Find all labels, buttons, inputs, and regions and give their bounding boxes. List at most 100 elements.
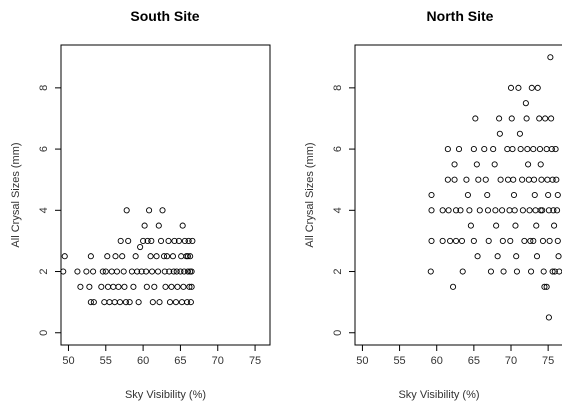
data-point bbox=[144, 237, 151, 244]
data-point bbox=[177, 268, 184, 275]
data-point bbox=[187, 268, 194, 275]
data-point bbox=[116, 299, 124, 306]
data-point bbox=[174, 283, 181, 290]
data-point bbox=[119, 253, 126, 260]
data-point bbox=[485, 237, 492, 244]
data-point bbox=[447, 237, 454, 244]
data-point bbox=[104, 253, 111, 260]
data-point bbox=[470, 237, 477, 244]
data-point bbox=[161, 268, 168, 275]
data-point bbox=[463, 176, 470, 183]
plot-frame bbox=[60, 44, 271, 346]
data-point bbox=[132, 253, 139, 260]
x-tick-label: 50 bbox=[356, 355, 368, 367]
data-point bbox=[87, 253, 94, 260]
x-tick-label: 65 bbox=[174, 355, 186, 367]
data-point bbox=[104, 283, 112, 290]
data-point bbox=[487, 268, 494, 275]
x-tick-label: 75 bbox=[542, 355, 554, 367]
data-point bbox=[512, 222, 519, 229]
data-point bbox=[554, 237, 561, 244]
data-point bbox=[156, 299, 163, 306]
data-point bbox=[504, 146, 511, 153]
data-point bbox=[493, 222, 500, 229]
data-point bbox=[125, 237, 132, 244]
data-point bbox=[545, 207, 552, 214]
data-point bbox=[121, 283, 128, 290]
data-point bbox=[166, 299, 174, 306]
data-point bbox=[481, 146, 488, 153]
data-point bbox=[155, 222, 162, 229]
data-point bbox=[484, 207, 492, 214]
x-axis-label: Sky Visibility (%) bbox=[398, 389, 479, 401]
data-point bbox=[178, 299, 185, 306]
data-point bbox=[110, 283, 117, 290]
data-point bbox=[527, 237, 534, 244]
data-point bbox=[537, 161, 544, 168]
data-point bbox=[532, 207, 539, 214]
data-point bbox=[530, 176, 538, 183]
y-tick-label: 4 bbox=[332, 207, 344, 213]
data-point bbox=[154, 268, 162, 275]
data-point bbox=[178, 253, 185, 260]
data-point bbox=[179, 222, 186, 229]
data-points bbox=[427, 54, 562, 321]
data-point bbox=[445, 207, 452, 214]
y-axis-label: All Crysal Sizes (mm) bbox=[10, 142, 22, 247]
data-point bbox=[184, 253, 191, 260]
x-tick-label: 70 bbox=[212, 355, 224, 367]
data-point bbox=[543, 283, 550, 290]
data-point bbox=[515, 84, 522, 91]
data-point bbox=[173, 268, 180, 275]
data-point bbox=[530, 146, 537, 153]
y-tick-label: 0 bbox=[332, 330, 344, 336]
data-point bbox=[534, 84, 541, 91]
data-point bbox=[491, 161, 498, 168]
data-point bbox=[531, 191, 538, 199]
data-point bbox=[185, 237, 192, 244]
data-point bbox=[172, 299, 179, 306]
data-point bbox=[549, 268, 556, 275]
data-point bbox=[149, 299, 156, 306]
data-point bbox=[513, 253, 520, 260]
data-point bbox=[545, 191, 552, 199]
data-point bbox=[137, 243, 144, 251]
data-point bbox=[180, 283, 187, 290]
data-point bbox=[159, 207, 166, 214]
data-point bbox=[115, 283, 122, 290]
data-point bbox=[551, 268, 558, 275]
data-point bbox=[521, 237, 528, 244]
data-point bbox=[554, 207, 561, 214]
x-tick-label: 75 bbox=[249, 355, 261, 367]
data-point bbox=[169, 253, 177, 260]
data-point bbox=[492, 207, 499, 214]
data-point bbox=[540, 268, 547, 275]
data-point bbox=[123, 207, 130, 214]
data-point bbox=[533, 222, 540, 229]
data-point bbox=[499, 237, 506, 244]
data-point bbox=[543, 146, 550, 153]
data-point bbox=[101, 299, 108, 306]
data-point bbox=[99, 268, 106, 275]
data-point bbox=[170, 268, 177, 275]
y-tick-label: 0 bbox=[38, 330, 50, 336]
data-point bbox=[552, 146, 559, 153]
y-tick-label: 6 bbox=[38, 146, 50, 152]
data-point bbox=[490, 146, 497, 153]
data-point bbox=[494, 253, 501, 260]
data-point bbox=[113, 268, 121, 275]
data-point bbox=[517, 146, 524, 153]
data-point bbox=[184, 299, 191, 306]
data-point bbox=[525, 176, 532, 183]
data-point bbox=[83, 268, 90, 275]
data-point bbox=[148, 237, 155, 244]
data-point bbox=[507, 237, 514, 244]
data-point bbox=[146, 207, 153, 214]
data-point bbox=[538, 176, 545, 183]
data-point bbox=[482, 176, 489, 183]
data-point bbox=[467, 222, 474, 229]
data-point bbox=[523, 115, 530, 122]
data-point bbox=[519, 207, 526, 214]
data-point bbox=[536, 115, 543, 122]
